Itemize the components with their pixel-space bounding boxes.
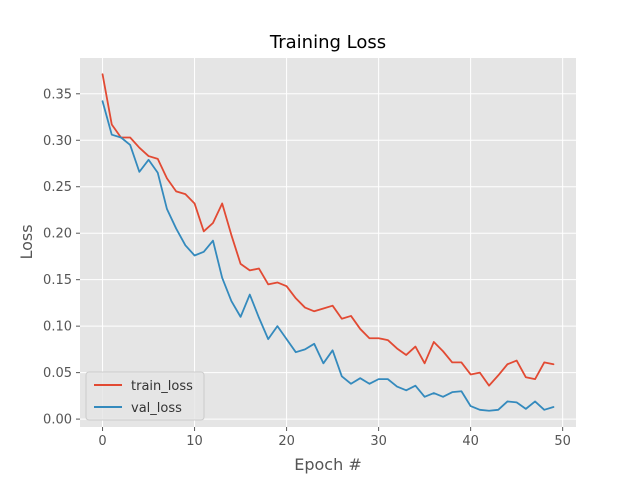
y-tick-label: 0.30 <box>43 134 72 149</box>
y-axis-label: Loss <box>17 224 36 259</box>
x-tick-label: 40 <box>462 434 479 449</box>
x-tick-label: 20 <box>278 434 295 449</box>
y-tick-label: 0.00 <box>43 413 72 428</box>
y-tick-label: 0.35 <box>43 87 72 102</box>
y-tick-label: 0.25 <box>43 180 72 195</box>
legend: train_loss val_loss <box>85 371 205 421</box>
y-tick-label: 0.10 <box>43 320 72 335</box>
x-axis-label: Epoch # <box>294 455 361 474</box>
series-layer <box>101 73 555 412</box>
x-tick-label: 30 <box>370 434 387 449</box>
x-tick-label: 50 <box>554 434 571 449</box>
ticks: 0 10 20 30 40 50 0.00 0.05 0.10 0.15 0.20 0.25 0.30 0… <box>43 87 571 449</box>
legend-label-val-loss: val_loss <box>131 401 182 416</box>
chart-title: Training Loss <box>269 32 386 53</box>
x-tick-label: 0 <box>98 434 106 449</box>
y-tick-label: 0.15 <box>43 273 72 288</box>
y-tick-label: 0.20 <box>43 227 72 242</box>
series-line-train-loss <box>101 73 555 387</box>
y-tick-label: 0.05 <box>43 366 72 381</box>
plot-background <box>80 58 576 427</box>
series-line-val-loss <box>101 100 555 412</box>
legend-label-train-loss: train_loss <box>131 379 193 394</box>
x-tick-label: 10 <box>186 434 203 449</box>
